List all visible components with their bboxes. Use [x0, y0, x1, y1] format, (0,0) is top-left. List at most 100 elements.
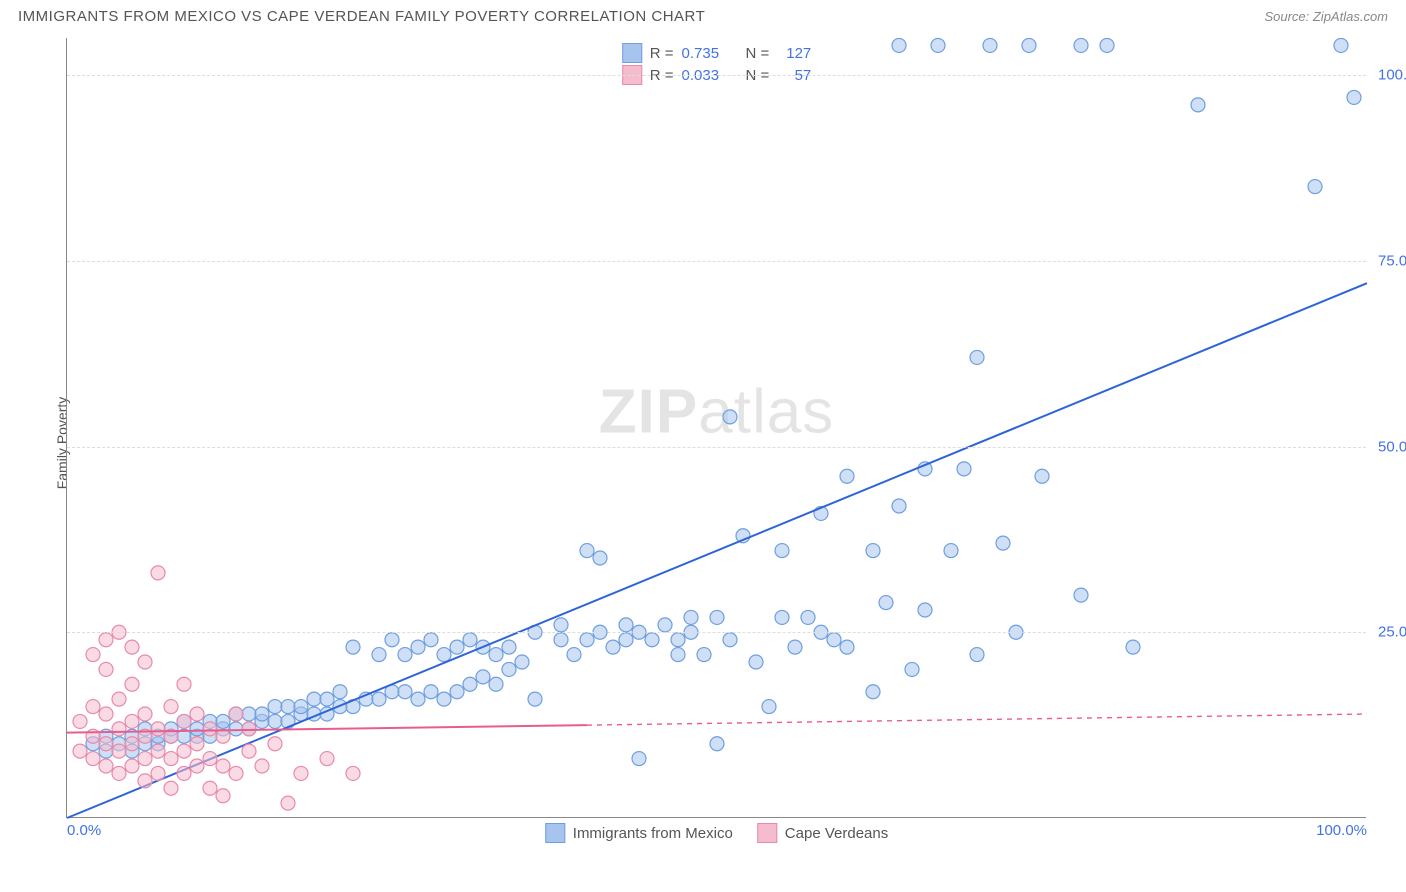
legend-item: Immigrants from Mexico [545, 823, 733, 843]
data-point [138, 655, 152, 669]
data-point [905, 662, 919, 676]
data-point [216, 714, 230, 728]
data-point [502, 640, 516, 654]
data-point [320, 692, 334, 706]
data-point [164, 752, 178, 766]
data-point [489, 677, 503, 691]
data-point [437, 648, 451, 662]
data-point [177, 744, 191, 758]
data-point [671, 633, 685, 647]
data-point [151, 722, 165, 736]
gridline [67, 447, 1366, 448]
data-point [333, 685, 347, 699]
data-point [606, 640, 620, 654]
data-point [99, 633, 113, 647]
data-point [255, 707, 269, 721]
data-point [645, 633, 659, 647]
data-point [1334, 38, 1348, 52]
gridline [67, 75, 1366, 76]
data-point [190, 737, 204, 751]
data-point [112, 744, 126, 758]
data-point [1074, 38, 1088, 52]
data-point [970, 350, 984, 364]
data-point [866, 544, 880, 558]
data-point [762, 700, 776, 714]
data-point [892, 499, 906, 513]
data-point [255, 759, 269, 773]
data-point [125, 759, 139, 773]
data-point [775, 544, 789, 558]
data-point [138, 707, 152, 721]
data-point [73, 744, 87, 758]
data-point [281, 700, 295, 714]
data-point [1074, 588, 1088, 602]
data-point [281, 796, 295, 810]
data-point [515, 655, 529, 669]
series-legend: Immigrants from Mexico Cape Verdeans [545, 823, 888, 843]
data-point [918, 603, 932, 617]
legend-swatch [545, 823, 565, 843]
data-point [593, 551, 607, 565]
scatter-svg [67, 38, 1366, 817]
data-point [125, 737, 139, 751]
data-point [320, 752, 334, 766]
data-point [723, 410, 737, 424]
data-point [190, 722, 204, 736]
data-point [203, 781, 217, 795]
data-point [1126, 640, 1140, 654]
data-point [73, 714, 87, 728]
data-point [944, 544, 958, 558]
data-point [775, 610, 789, 624]
data-point [424, 633, 438, 647]
y-tick-label: 25.0% [1368, 624, 1406, 641]
data-point [996, 536, 1010, 550]
data-point [99, 707, 113, 721]
data-point [125, 640, 139, 654]
data-point [450, 640, 464, 654]
data-point [177, 677, 191, 691]
data-point [879, 596, 893, 610]
data-point [1191, 98, 1205, 112]
data-point [164, 781, 178, 795]
data-point [294, 766, 308, 780]
data-point [710, 610, 724, 624]
data-point [151, 566, 165, 580]
data-point [242, 707, 256, 721]
data-point [697, 648, 711, 662]
data-point [190, 707, 204, 721]
plot-area: ZIPatlas R =0.735N =127R =0.033N =57 Imm… [66, 38, 1366, 818]
data-point [138, 774, 152, 788]
data-point [372, 648, 386, 662]
data-point [502, 662, 516, 676]
source-label: Source: ZipAtlas.com [1264, 9, 1388, 24]
data-point [125, 677, 139, 691]
data-point [671, 648, 685, 662]
data-point [632, 752, 646, 766]
data-point [866, 685, 880, 699]
x-tick-label: 100.0% [1316, 822, 1367, 839]
data-point [203, 722, 217, 736]
data-point [229, 722, 243, 736]
data-point [346, 766, 360, 780]
data-point [970, 648, 984, 662]
data-point [684, 610, 698, 624]
data-point [892, 38, 906, 52]
data-point [411, 640, 425, 654]
data-point [1100, 38, 1114, 52]
data-point [801, 610, 815, 624]
data-point [931, 38, 945, 52]
data-point [86, 752, 100, 766]
data-point [1022, 38, 1036, 52]
data-point [216, 789, 230, 803]
data-point [86, 648, 100, 662]
data-point [398, 685, 412, 699]
data-point [268, 700, 282, 714]
data-point [749, 655, 763, 669]
data-point [346, 640, 360, 654]
gridline [67, 632, 1366, 633]
data-point [398, 648, 412, 662]
x-tick-label: 0.0% [67, 822, 101, 839]
legend-item: Cape Verdeans [757, 823, 888, 843]
data-point [528, 692, 542, 706]
chart-title: IMMIGRANTS FROM MEXICO VS CAPE VERDEAN F… [18, 8, 705, 25]
